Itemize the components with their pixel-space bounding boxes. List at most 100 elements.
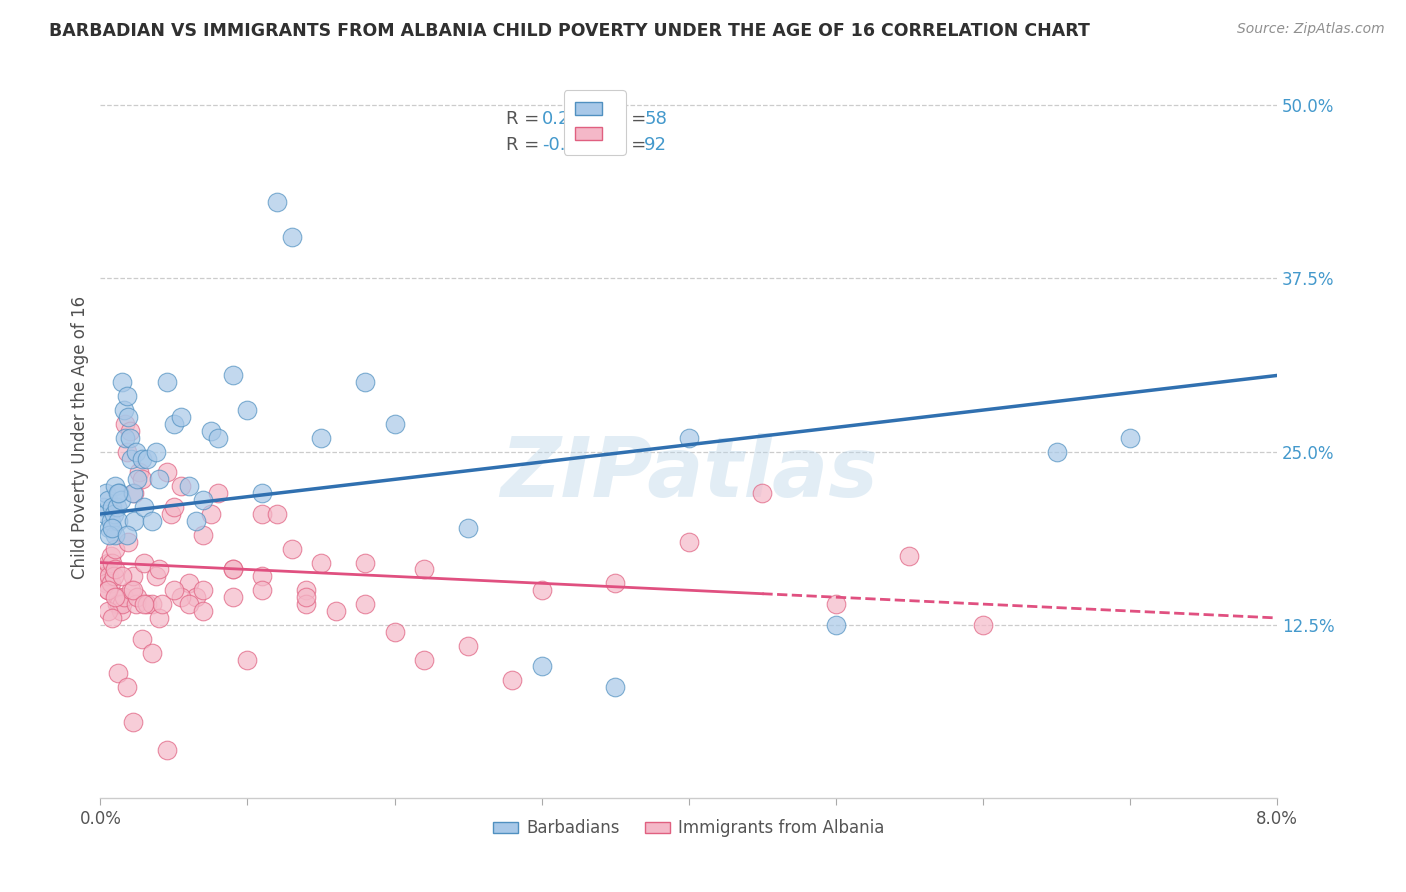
Point xyxy=(141,597,163,611)
Point xyxy=(141,514,163,528)
Point xyxy=(118,424,141,438)
Point xyxy=(121,714,143,729)
Point xyxy=(530,659,553,673)
Point xyxy=(825,618,848,632)
Point xyxy=(115,528,138,542)
Point xyxy=(110,604,132,618)
Point xyxy=(207,431,229,445)
Point xyxy=(155,466,177,480)
Point xyxy=(94,569,117,583)
Point xyxy=(104,541,127,556)
Point xyxy=(134,500,156,514)
Point xyxy=(104,528,127,542)
Point xyxy=(120,583,142,598)
Point xyxy=(250,486,273,500)
Point xyxy=(295,597,318,611)
Point xyxy=(163,500,186,514)
Point xyxy=(121,569,143,583)
Point xyxy=(107,590,129,604)
Text: N =: N = xyxy=(612,111,652,128)
Point xyxy=(295,583,318,598)
Point xyxy=(184,590,207,604)
Point xyxy=(105,500,128,514)
Point xyxy=(131,451,153,466)
Point xyxy=(457,521,479,535)
Text: Source: ZipAtlas.com: Source: ZipAtlas.com xyxy=(1237,22,1385,37)
Point xyxy=(114,431,136,445)
Point xyxy=(91,500,114,514)
Point xyxy=(295,590,318,604)
Point xyxy=(207,486,229,500)
Point xyxy=(170,479,193,493)
Legend: Barbadians, Immigrants from Albania: Barbadians, Immigrants from Albania xyxy=(486,813,891,844)
Point xyxy=(111,569,134,583)
Point xyxy=(120,451,142,466)
Point xyxy=(134,556,156,570)
Text: ZIPatlas: ZIPatlas xyxy=(501,434,877,515)
Text: BARBADIAN VS IMMIGRANTS FROM ALBANIA CHILD POVERTY UNDER THE AGE OF 16 CORRELATI: BARBADIAN VS IMMIGRANTS FROM ALBANIA CHI… xyxy=(49,22,1090,40)
Point xyxy=(100,576,122,591)
Text: 0.203: 0.203 xyxy=(541,111,593,128)
Point xyxy=(124,444,146,458)
Point xyxy=(972,618,994,632)
Point xyxy=(184,514,207,528)
Point xyxy=(101,521,124,535)
Point xyxy=(103,507,125,521)
Point xyxy=(98,521,121,535)
Point xyxy=(122,514,145,528)
Point xyxy=(236,652,259,666)
Point xyxy=(751,486,773,500)
Point xyxy=(122,486,145,500)
Point xyxy=(136,451,159,466)
Point xyxy=(825,597,848,611)
Point xyxy=(678,431,700,445)
Point xyxy=(250,583,273,598)
Point xyxy=(384,624,406,639)
Point xyxy=(457,639,479,653)
Point xyxy=(91,562,114,576)
Point xyxy=(250,507,273,521)
Point xyxy=(325,604,347,618)
Point xyxy=(605,680,627,694)
Point xyxy=(115,444,138,458)
Point xyxy=(97,583,120,598)
Point xyxy=(163,417,186,431)
Point xyxy=(127,472,149,486)
Point xyxy=(96,486,118,500)
Point xyxy=(222,590,245,604)
Point xyxy=(200,424,222,438)
Point xyxy=(148,472,170,486)
Point xyxy=(96,576,118,591)
Point xyxy=(354,597,377,611)
Point xyxy=(222,368,245,383)
Point xyxy=(250,569,273,583)
Point xyxy=(101,556,124,570)
Point xyxy=(193,583,215,598)
Point xyxy=(898,549,921,563)
Point xyxy=(127,590,149,604)
Point xyxy=(163,583,186,598)
Point xyxy=(145,444,167,458)
Point xyxy=(193,528,215,542)
Point xyxy=(1119,431,1142,445)
Point xyxy=(131,472,153,486)
Point xyxy=(124,597,146,611)
Point xyxy=(97,583,120,598)
Point xyxy=(134,597,156,611)
Point xyxy=(115,680,138,694)
Point xyxy=(104,479,127,493)
Point xyxy=(98,569,121,583)
Point xyxy=(114,417,136,431)
Point xyxy=(222,562,245,576)
Point xyxy=(117,534,139,549)
Point xyxy=(98,528,121,542)
Point xyxy=(177,479,200,493)
Point xyxy=(108,597,131,611)
Point xyxy=(110,493,132,508)
Point xyxy=(97,604,120,618)
Point xyxy=(101,500,124,514)
Point xyxy=(112,590,135,604)
Point xyxy=(107,486,129,500)
Point xyxy=(177,576,200,591)
Point xyxy=(413,562,436,576)
